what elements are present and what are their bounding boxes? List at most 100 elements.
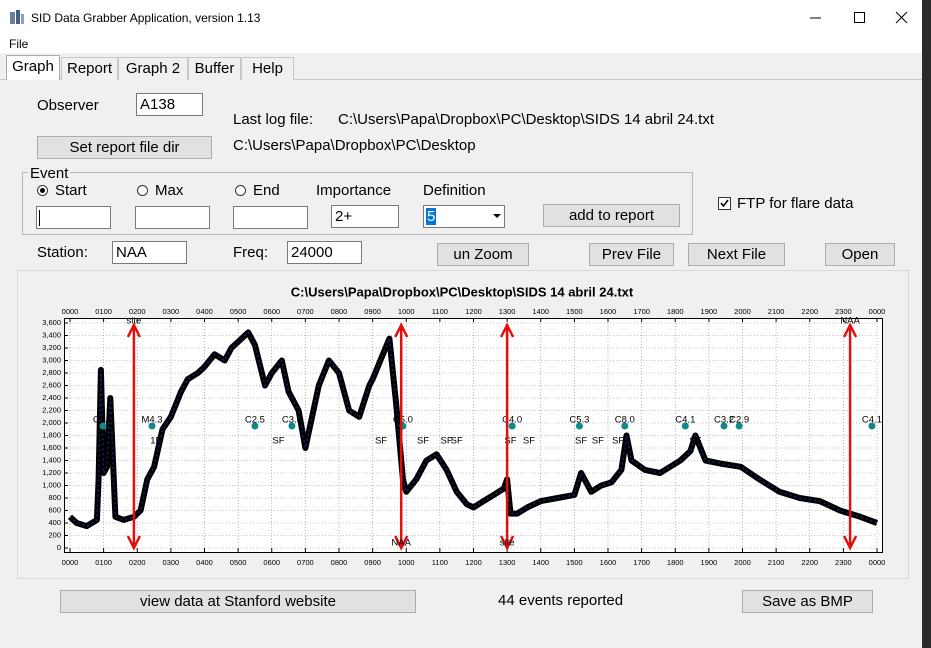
y-tick-label: 2,600 bbox=[42, 380, 61, 389]
x-tick-label-bottom: 1500 bbox=[566, 558, 583, 567]
y-tick-label: 1,600 bbox=[42, 443, 61, 452]
importance-input[interactable]: 2+ bbox=[331, 205, 399, 228]
tab[interactable]: Report bbox=[61, 57, 118, 80]
save-bmp-button[interactable]: Save as BMP bbox=[742, 590, 873, 613]
y-tick-label: 3,600 bbox=[42, 318, 61, 327]
tab[interactable]: Help bbox=[241, 57, 294, 80]
unzoom-button[interactable]: un Zoom bbox=[437, 243, 529, 266]
x-tick-label-top: 0000 bbox=[869, 307, 886, 316]
event-legend: Event bbox=[28, 165, 71, 182]
flare-label: C4.0 bbox=[502, 415, 522, 426]
x-tick-label-bottom: 1900 bbox=[701, 558, 718, 567]
flare-dot bbox=[288, 422, 296, 430]
x-tick-label-top: 0300 bbox=[163, 307, 180, 316]
x-tick-label-top: 2100 bbox=[768, 307, 785, 316]
flare-label: C4.1 bbox=[675, 415, 695, 426]
flare-dot bbox=[508, 422, 516, 430]
radio[interactable] bbox=[137, 185, 148, 196]
next-file-button[interactable]: Next File bbox=[688, 243, 785, 266]
plot-area bbox=[64, 318, 883, 553]
radio[interactable] bbox=[37, 185, 48, 196]
flare-dot bbox=[720, 422, 728, 430]
stanford-button[interactable]: view data at Stanford website bbox=[60, 590, 416, 613]
flare-dot bbox=[621, 422, 629, 430]
y-tick-label: 2,200 bbox=[42, 405, 61, 414]
tab[interactable]: Graph 2 bbox=[118, 57, 188, 80]
close[interactable] bbox=[895, 11, 908, 24]
flare-dot bbox=[251, 422, 259, 430]
x-tick-label-bottom: 0300 bbox=[163, 558, 180, 567]
x-tick-label-top: 1800 bbox=[667, 307, 684, 316]
x-tick-label-bottom: 1000 bbox=[398, 558, 415, 567]
window-controls[interactable] bbox=[790, 0, 920, 35]
arrow-label: site bbox=[500, 538, 515, 549]
marker-arrow bbox=[500, 322, 515, 551]
x-tick-label-bottom: 2200 bbox=[801, 558, 818, 567]
flare-label: C3.2 bbox=[714, 415, 734, 426]
x-tick-label-bottom: 0400 bbox=[196, 558, 213, 567]
tab-line bbox=[0, 79, 922, 80]
marker-arrow bbox=[842, 322, 858, 551]
report-dir: C:\Users\Papa\Dropbox\PC\Desktop bbox=[233, 137, 476, 154]
x-tick-label-top: 0800 bbox=[331, 307, 348, 316]
class-label: SF bbox=[417, 436, 429, 447]
y-tick-label: 1,400 bbox=[42, 455, 61, 464]
x-tick-label-bottom: 0700 bbox=[297, 558, 314, 567]
app-icon bbox=[10, 10, 24, 24]
ftp-label: FTP for flare data bbox=[737, 195, 854, 212]
y-tick-label: 1,000 bbox=[42, 480, 61, 489]
class-label: SF bbox=[375, 436, 387, 447]
y-tick-label: 200 bbox=[48, 530, 61, 539]
end-input[interactable] bbox=[233, 206, 308, 229]
last-log-path: C:\Users\Papa\Dropbox\PC\Desktop\SIDS 14… bbox=[338, 111, 714, 128]
y-tick-label: 400 bbox=[48, 518, 61, 527]
flare-label: C4.1 bbox=[862, 415, 882, 426]
arrow-head bbox=[126, 535, 142, 551]
class-label: SF bbox=[504, 436, 516, 447]
menu-bar bbox=[0, 35, 922, 53]
tab[interactable]: Graph bbox=[6, 55, 60, 80]
open-button[interactable]: Open bbox=[825, 243, 895, 266]
add-report-button[interactable]: add to report bbox=[543, 204, 680, 227]
arrow-head bbox=[394, 322, 409, 338]
y-tick-label: 800 bbox=[48, 493, 61, 502]
tab[interactable]: Buffer bbox=[188, 57, 241, 80]
observer-label: Observer bbox=[37, 97, 99, 114]
maximize[interactable] bbox=[854, 12, 865, 23]
set-report-button[interactable]: Set report file dir bbox=[37, 136, 212, 159]
definition-select[interactable]: 5 bbox=[423, 205, 505, 228]
observer-input[interactable]: A138 bbox=[136, 93, 203, 116]
flare-label: C2.9 bbox=[729, 415, 749, 426]
freq-input[interactable]: 24000 bbox=[287, 241, 362, 264]
definition-label: Definition bbox=[423, 182, 486, 199]
ftp-checkbox[interactable] bbox=[718, 197, 731, 210]
max-input[interactable] bbox=[135, 206, 210, 229]
radio-label: End bbox=[253, 182, 280, 199]
x-tick-label-bottom: 0500 bbox=[230, 558, 247, 567]
flare-label: C3.3 bbox=[282, 415, 302, 426]
flare-label: C2.5 bbox=[245, 415, 265, 426]
y-tick-label: 3,200 bbox=[42, 343, 61, 352]
menu-item[interactable]: File bbox=[9, 37, 29, 51]
flare-label: C8.0 bbox=[615, 415, 635, 426]
marker-arrow bbox=[394, 322, 409, 551]
last-log-label: Last log file: bbox=[233, 111, 314, 128]
chart-title: C:\Users\Papa\Dropbox\PC\Desktop\SIDS 14… bbox=[291, 284, 634, 299]
station-input[interactable]: NAA bbox=[112, 241, 187, 264]
prev-file-button[interactable]: Prev File bbox=[589, 243, 674, 266]
flare-dot bbox=[735, 422, 743, 430]
start-input[interactable] bbox=[36, 206, 111, 229]
marker-arrow bbox=[126, 322, 142, 551]
x-tick-label-top: 0900 bbox=[364, 307, 381, 316]
y-tick-label: 2,800 bbox=[42, 368, 61, 377]
class-label: SF bbox=[451, 436, 463, 447]
y-tick-label: 2,000 bbox=[42, 418, 61, 427]
flare-label: C2.9 bbox=[93, 415, 113, 426]
class-label: SF bbox=[612, 436, 624, 447]
arrow-head bbox=[394, 535, 409, 551]
radio[interactable] bbox=[235, 185, 246, 196]
x-tick-label-top: 0200 bbox=[129, 307, 146, 316]
x-tick-label-top: 1200 bbox=[465, 307, 482, 316]
